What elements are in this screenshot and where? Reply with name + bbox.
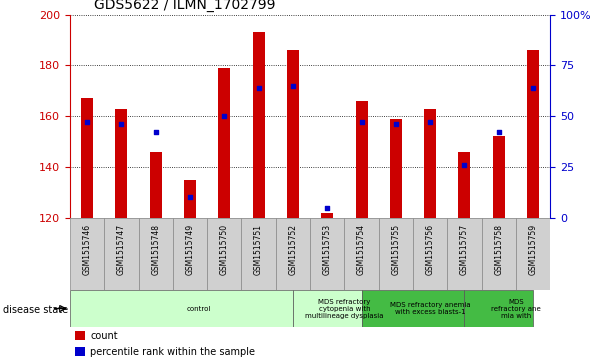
Bar <box>458 152 471 218</box>
FancyBboxPatch shape <box>241 218 276 290</box>
Bar <box>116 109 128 218</box>
Text: percentile rank within the sample: percentile rank within the sample <box>90 347 255 357</box>
FancyBboxPatch shape <box>293 290 362 327</box>
Bar <box>75 347 85 356</box>
Bar <box>356 101 368 218</box>
Point <box>288 83 298 89</box>
Bar <box>321 213 333 218</box>
Point <box>460 162 469 168</box>
Bar <box>287 50 299 218</box>
Bar <box>492 136 505 218</box>
Bar <box>81 98 93 218</box>
Point <box>219 113 229 119</box>
FancyBboxPatch shape <box>310 218 344 290</box>
Text: GSM1515759: GSM1515759 <box>528 224 537 275</box>
Text: GSM1515751: GSM1515751 <box>254 224 263 274</box>
Text: GSM1515746: GSM1515746 <box>83 224 92 275</box>
Text: GSM1515758: GSM1515758 <box>494 224 503 274</box>
Point <box>117 121 126 127</box>
Text: GSM1515757: GSM1515757 <box>460 224 469 275</box>
Point <box>185 195 195 200</box>
Text: MDS refractory anemia
with excess blasts-1: MDS refractory anemia with excess blasts… <box>390 302 471 315</box>
Point <box>391 121 401 127</box>
Point <box>528 85 538 91</box>
FancyBboxPatch shape <box>276 218 310 290</box>
FancyBboxPatch shape <box>104 218 139 290</box>
FancyBboxPatch shape <box>173 218 207 290</box>
Bar <box>184 180 196 218</box>
Point <box>254 85 263 91</box>
Text: GSM1515747: GSM1515747 <box>117 224 126 275</box>
Text: GSM1515748: GSM1515748 <box>151 224 160 274</box>
FancyBboxPatch shape <box>207 218 241 290</box>
Text: count: count <box>90 331 118 341</box>
FancyBboxPatch shape <box>447 218 482 290</box>
Point <box>357 119 367 125</box>
Bar <box>150 152 162 218</box>
Text: GSM1515753: GSM1515753 <box>323 224 332 275</box>
FancyBboxPatch shape <box>516 218 550 290</box>
Text: GSM1515755: GSM1515755 <box>392 224 400 275</box>
Text: GSM1515754: GSM1515754 <box>357 224 366 275</box>
FancyBboxPatch shape <box>139 218 173 290</box>
FancyBboxPatch shape <box>70 290 293 327</box>
Point <box>322 205 332 211</box>
Bar <box>527 50 539 218</box>
Bar <box>218 68 230 218</box>
FancyBboxPatch shape <box>362 290 465 327</box>
FancyBboxPatch shape <box>70 218 104 290</box>
Point <box>82 119 92 125</box>
Text: GSM1515756: GSM1515756 <box>426 224 435 275</box>
FancyBboxPatch shape <box>413 218 447 290</box>
Point <box>151 130 161 135</box>
Bar <box>75 331 85 340</box>
Text: control: control <box>187 306 211 311</box>
Bar <box>390 119 402 218</box>
FancyBboxPatch shape <box>482 218 516 290</box>
Point <box>494 130 503 135</box>
Bar <box>424 109 436 218</box>
Text: MDS
refractory ane
mia with: MDS refractory ane mia with <box>491 298 541 319</box>
Text: disease state: disease state <box>3 305 68 315</box>
Text: GSM1515750: GSM1515750 <box>220 224 229 275</box>
FancyBboxPatch shape <box>465 290 533 327</box>
FancyBboxPatch shape <box>344 218 379 290</box>
Text: GSM1515752: GSM1515752 <box>288 224 297 274</box>
Text: GDS5622 / ILMN_1702799: GDS5622 / ILMN_1702799 <box>94 0 275 12</box>
Text: MDS refractory
cytopenia with
multilineage dysplasia: MDS refractory cytopenia with multilinea… <box>305 298 384 319</box>
Bar <box>252 32 264 218</box>
Point <box>425 119 435 125</box>
Text: GSM1515749: GSM1515749 <box>185 224 195 275</box>
FancyBboxPatch shape <box>379 218 413 290</box>
